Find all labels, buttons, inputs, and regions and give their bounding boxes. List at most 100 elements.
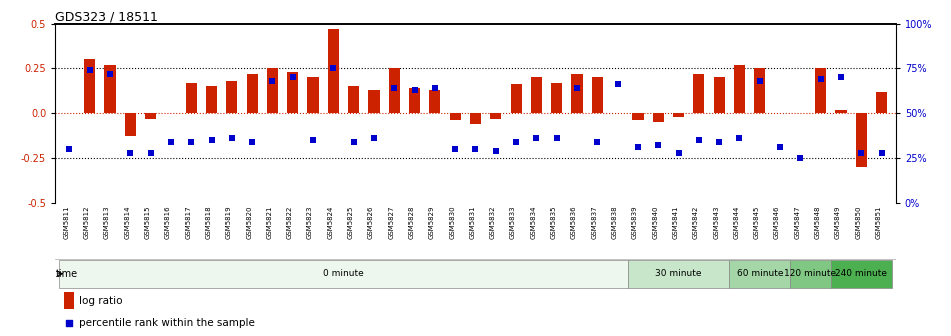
- Text: GSM5814: GSM5814: [125, 205, 130, 239]
- Text: GSM5820: GSM5820: [246, 205, 252, 239]
- Bar: [831, 260, 892, 288]
- Text: 120 minute: 120 minute: [785, 269, 837, 278]
- Text: GSM5822: GSM5822: [287, 205, 293, 239]
- Point: [143, 150, 158, 155]
- Point: [346, 139, 361, 144]
- Point: [123, 150, 138, 155]
- Bar: [429, 90, 440, 113]
- Bar: [754, 68, 766, 113]
- Point: [570, 85, 585, 91]
- Text: GSM5834: GSM5834: [531, 205, 536, 239]
- Text: GSM5836: GSM5836: [571, 205, 577, 239]
- Point: [427, 85, 442, 91]
- Point: [326, 66, 341, 71]
- Point: [671, 150, 687, 155]
- Text: 60 minute: 60 minute: [736, 269, 783, 278]
- Text: GSM5837: GSM5837: [592, 205, 597, 239]
- Text: GSM5830: GSM5830: [449, 205, 456, 239]
- Text: GSM5848: GSM5848: [815, 205, 821, 239]
- Bar: [246, 74, 258, 113]
- Point: [164, 139, 179, 144]
- Point: [610, 82, 625, 87]
- Text: GSM5827: GSM5827: [388, 205, 395, 239]
- Bar: [628, 260, 729, 288]
- Text: GSM5831: GSM5831: [470, 205, 476, 239]
- Bar: [490, 113, 501, 119]
- Point: [224, 136, 240, 141]
- Point: [488, 148, 503, 154]
- Text: GSM5812: GSM5812: [84, 205, 89, 239]
- Text: GSM5844: GSM5844: [733, 205, 740, 239]
- Bar: [552, 83, 562, 113]
- Point: [549, 136, 564, 141]
- Point: [184, 139, 199, 144]
- Bar: [307, 77, 319, 113]
- Text: GSM5824: GSM5824: [327, 205, 334, 239]
- Text: GSM5816: GSM5816: [165, 205, 171, 239]
- Bar: [652, 113, 664, 122]
- Text: percentile rank within the sample: percentile rank within the sample: [79, 318, 255, 328]
- Point: [264, 78, 280, 84]
- Text: GSM5832: GSM5832: [490, 205, 495, 239]
- Text: GSM5849: GSM5849: [835, 205, 841, 239]
- Bar: [511, 84, 522, 113]
- Point: [366, 136, 381, 141]
- Text: GSM5817: GSM5817: [185, 205, 191, 239]
- Bar: [409, 88, 420, 113]
- Point: [285, 75, 301, 80]
- Bar: [105, 65, 116, 113]
- Text: GSM5815: GSM5815: [145, 205, 150, 239]
- Point: [631, 144, 646, 150]
- Bar: [673, 113, 684, 117]
- Text: GSM5828: GSM5828: [409, 205, 415, 239]
- Bar: [368, 90, 379, 113]
- Point: [590, 139, 605, 144]
- Bar: [592, 77, 603, 113]
- Text: GSM5840: GSM5840: [652, 205, 658, 239]
- Bar: [713, 77, 725, 113]
- Text: 240 minute: 240 minute: [835, 269, 887, 278]
- Text: GSM5851: GSM5851: [876, 205, 882, 239]
- Point: [509, 139, 524, 144]
- Bar: [815, 68, 826, 113]
- Text: GSM5826: GSM5826: [368, 205, 374, 239]
- Bar: [145, 113, 156, 119]
- Point: [772, 144, 787, 150]
- Bar: [835, 110, 846, 113]
- Point: [854, 150, 869, 155]
- Bar: [729, 260, 790, 288]
- Point: [82, 68, 97, 73]
- Point: [691, 137, 707, 143]
- Point: [711, 139, 727, 144]
- Text: GSM5841: GSM5841: [672, 205, 679, 239]
- Point: [732, 136, 747, 141]
- Bar: [328, 29, 339, 113]
- Point: [468, 146, 483, 152]
- Text: GSM5813: GSM5813: [104, 205, 110, 239]
- Bar: [226, 81, 238, 113]
- Bar: [450, 113, 461, 120]
- Text: GSM5847: GSM5847: [794, 205, 801, 239]
- Text: GSM5835: GSM5835: [551, 205, 556, 239]
- Point: [650, 143, 666, 148]
- Bar: [876, 92, 887, 113]
- Point: [62, 146, 77, 152]
- Text: GSM5818: GSM5818: [205, 205, 211, 239]
- Text: GSM5823: GSM5823: [307, 205, 313, 239]
- Text: GSM5850: GSM5850: [855, 205, 862, 239]
- Text: GSM5842: GSM5842: [693, 205, 699, 239]
- Bar: [185, 83, 197, 113]
- Text: 30 minute: 30 minute: [655, 269, 702, 278]
- Text: GSM5819: GSM5819: [225, 205, 232, 239]
- Point: [752, 78, 767, 84]
- Bar: [389, 68, 399, 113]
- Bar: [572, 74, 583, 113]
- Bar: [267, 68, 278, 113]
- Bar: [734, 65, 745, 113]
- Bar: [856, 113, 867, 167]
- Text: GSM5839: GSM5839: [632, 205, 638, 239]
- Text: GSM5838: GSM5838: [611, 205, 617, 239]
- Text: GDS323 / 18511: GDS323 / 18511: [55, 10, 158, 24]
- Bar: [64, 292, 73, 309]
- Bar: [125, 113, 136, 136]
